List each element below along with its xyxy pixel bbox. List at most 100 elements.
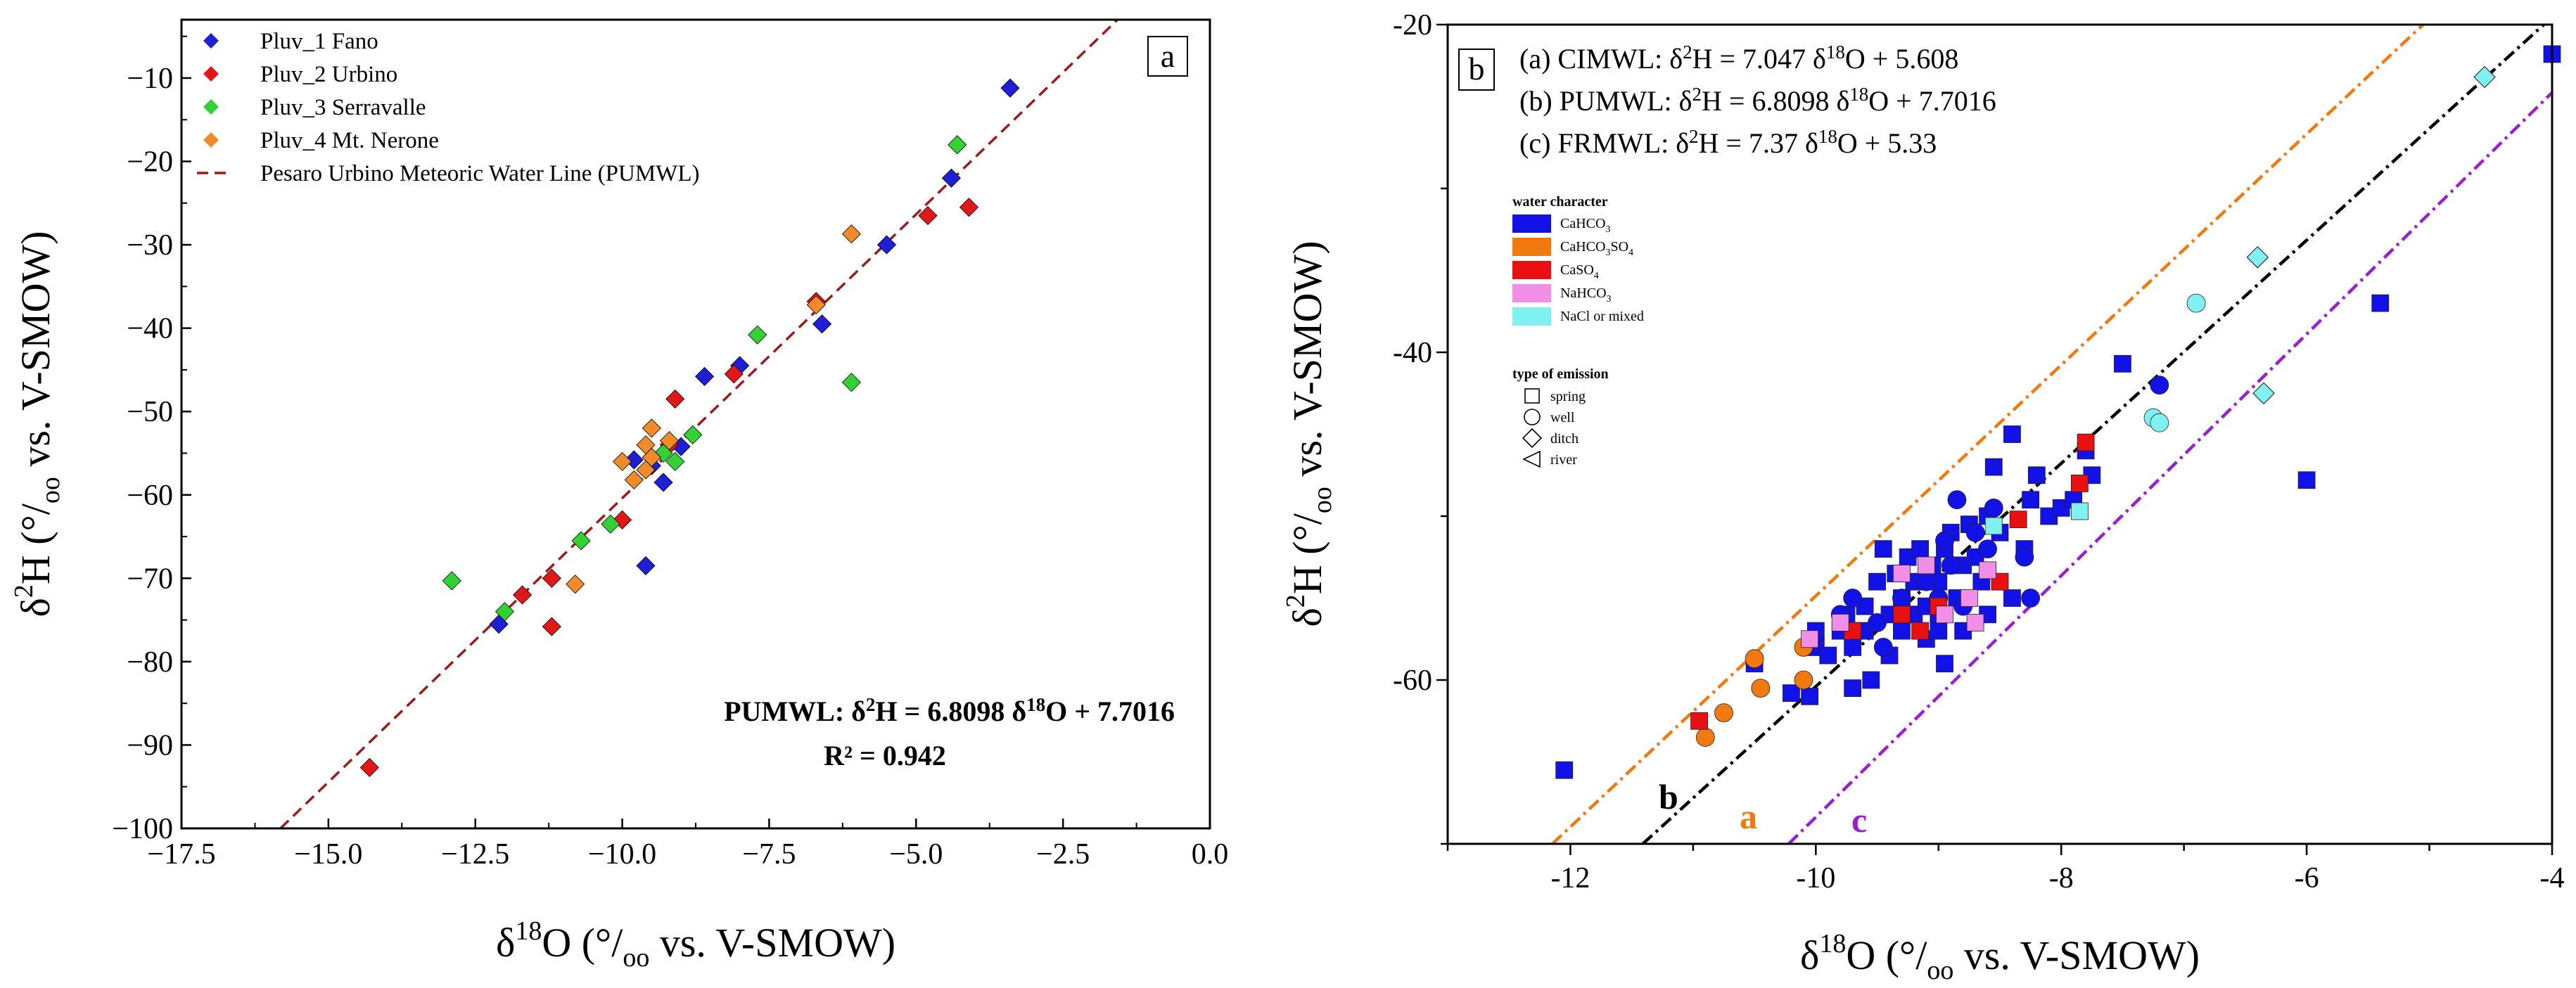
panel-b-point-1	[2297, 471, 2316, 489]
panel-b-legend-swatch	[1512, 214, 1551, 233]
panel-b-legend-sub: 3	[1605, 224, 1610, 235]
panel-b-eq-part: H = 7.047 δ	[1692, 43, 1826, 75]
panel-a-point-3	[601, 514, 620, 534]
panel-a-point-2	[542, 617, 561, 636]
panel-b-point-1	[1930, 622, 1948, 640]
panel-a-point-1	[624, 450, 644, 470]
panel-a-point-4	[642, 418, 661, 438]
panel-b-point-1	[1819, 646, 1837, 665]
panel-b-point-1	[2003, 589, 2021, 607]
panel-a-point-1	[653, 473, 673, 492]
panel-b-point-5	[1917, 556, 1935, 575]
panel-a-point-1	[812, 314, 832, 334]
panel-b-point-2	[1868, 613, 1887, 632]
panel-b-point-6	[2186, 293, 2206, 313]
panel-a-frame	[180, 18, 1211, 830]
panel-b-point-2	[1935, 531, 1954, 551]
panel-a-point-3	[948, 135, 967, 155]
panel-b-eq-sup: 2	[1689, 126, 1699, 147]
panel-b-equation: (b) PUMWL: δ2H = 6.8098 δ18O + 7.7016	[1519, 84, 1996, 117]
panel-b-x-tick-label: -6	[2295, 862, 2319, 894]
panel-a-point-3	[571, 531, 591, 551]
panel-b-point-2	[1916, 572, 1936, 591]
panel-b-y-tick-label: -60	[1393, 665, 1432, 697]
panel-b-point-6	[2150, 413, 2169, 432]
panel-b-point-5	[1801, 630, 1819, 648]
panel-b-point-5	[1831, 614, 1849, 631]
panel-a-x-tick-label: −7.5	[742, 838, 796, 871]
panel-b-eq-sup: 18	[1826, 41, 1845, 63]
panel-a-y-axis-label: δ2H (°/oo vs. V-SMOW)	[9, 231, 65, 617]
panel-a-y-tick-label: −40	[127, 313, 173, 345]
panel-b-point-2	[1978, 539, 1997, 558]
panel-b-eq-part: O + 5.33	[1837, 127, 1937, 159]
panel-b-emission-marker	[1522, 428, 1543, 449]
panel-b-tick-labels: -12 -10 -8 -6 -4 -60 -40 -20	[1393, 9, 2565, 894]
panel-a-y-tick-label: −30	[127, 229, 173, 262]
panel-b-legend-sub: 3	[1605, 248, 1610, 258]
panel-b-point-4	[2077, 433, 2095, 451]
panel-b-legend-label: CaHCO3	[1560, 216, 1610, 235]
panel-b-point-5	[1960, 589, 1978, 607]
panel-b-y-axis-label: δ2H (°/oo vs. V-SMOW)	[1281, 240, 1337, 627]
panel-b-y-tick-label: -20	[1393, 9, 1432, 41]
panel-b-eq-part: H = 7.37 δ	[1699, 127, 1818, 159]
panel-a-point-4	[806, 295, 826, 315]
panel-b-eq-part: (c) FRMWL: δ	[1519, 127, 1689, 159]
panel-a-eq-sup1: 2	[866, 694, 876, 715]
panel-b-label-box	[1458, 49, 1495, 91]
panel-a-chart: −17.5 −15.0 −12.5 −10.0 −7.5 −5.0 −2.5 0.0 −100 −…	[9, 18, 1229, 973]
panel-a-x-tick-label: −5.0	[889, 838, 943, 871]
panel-b-legend-swatch	[1512, 307, 1551, 326]
panel-b-point-1	[1783, 684, 1800, 702]
panel-b-point-4	[1893, 605, 1911, 624]
panel-a-point-2	[359, 757, 379, 778]
panel-a-point-3	[495, 602, 515, 622]
panel-a-points	[359, 78, 1020, 778]
panel-a-lines	[279, 18, 1118, 830]
panel-b-point-1	[1868, 572, 1886, 591]
panel-b-point-2	[1965, 522, 1985, 542]
panel-a-legend-line-label: Pesaro Urbino Meteoric Water Line (PUMWL…	[260, 161, 699, 186]
panel-b-legend-swatch	[1512, 284, 1551, 302]
panel-b-point-1	[1555, 761, 1574, 779]
panel-b-line-label-c: c	[1851, 800, 1867, 840]
panel-b-point-8	[2070, 502, 2089, 520]
panel-b-equations: (a) CIMWL: δ2H = 7.047 δ18O + 5.608(b) P…	[1519, 41, 1996, 159]
panel-b-point-2	[1984, 498, 2003, 518]
panel-a-point-1	[1000, 78, 1020, 98]
panel-a-legend: Pluv_1 Fano Pluv_2 Urbino Pluv_3 Serravall…	[197, 29, 699, 186]
panel-a-eq-suffix: O + 7.7016	[1045, 695, 1175, 727]
panel-a-eq-sup2: 18	[1026, 694, 1045, 715]
panel-b-point-3	[1695, 728, 1715, 747]
panel-b-legend-swatch	[1512, 238, 1551, 256]
panel-b-point-1	[1984, 458, 2003, 476]
panel-a-point-3	[748, 325, 767, 345]
panel-b-point-3	[1794, 670, 1813, 690]
panel-b-point-7	[2473, 65, 2496, 89]
panel-b-legend-text: CaHCO	[1560, 239, 1605, 255]
panel-b-point-5	[1966, 614, 1984, 631]
panel-b-line-c	[1787, 91, 2553, 845]
panel-a-y-tick-label: −20	[127, 146, 173, 179]
panel-b-point-2	[1873, 638, 1893, 657]
panel-b-label: b	[1469, 51, 1485, 86]
panel-a-eq-prefix: PUMWL: δ	[724, 695, 866, 727]
panel-b-point-1	[1844, 679, 1862, 698]
panel-b-frame	[1446, 23, 2553, 845]
panel-b-legend-text: CaHCO	[1560, 216, 1605, 231]
panel-b-eq-sup: 18	[1818, 126, 1837, 147]
panel-a-x-tick-label: 0.0	[1192, 838, 1229, 871]
panel-b-point-3	[1714, 703, 1733, 722]
panel-a-label: a	[1161, 38, 1175, 74]
panel-b-legend-text: SO	[1610, 239, 1628, 255]
panel-b-point-1	[1862, 671, 1880, 689]
panel-a-point-3	[442, 571, 461, 591]
panel-b-point-1	[2003, 425, 2021, 443]
panel-a-point-1	[694, 366, 715, 386]
panel-b-point-1	[1893, 622, 1911, 640]
panel-a-point-4	[659, 431, 679, 451]
panel-b-emission-marker	[1522, 450, 1541, 468]
